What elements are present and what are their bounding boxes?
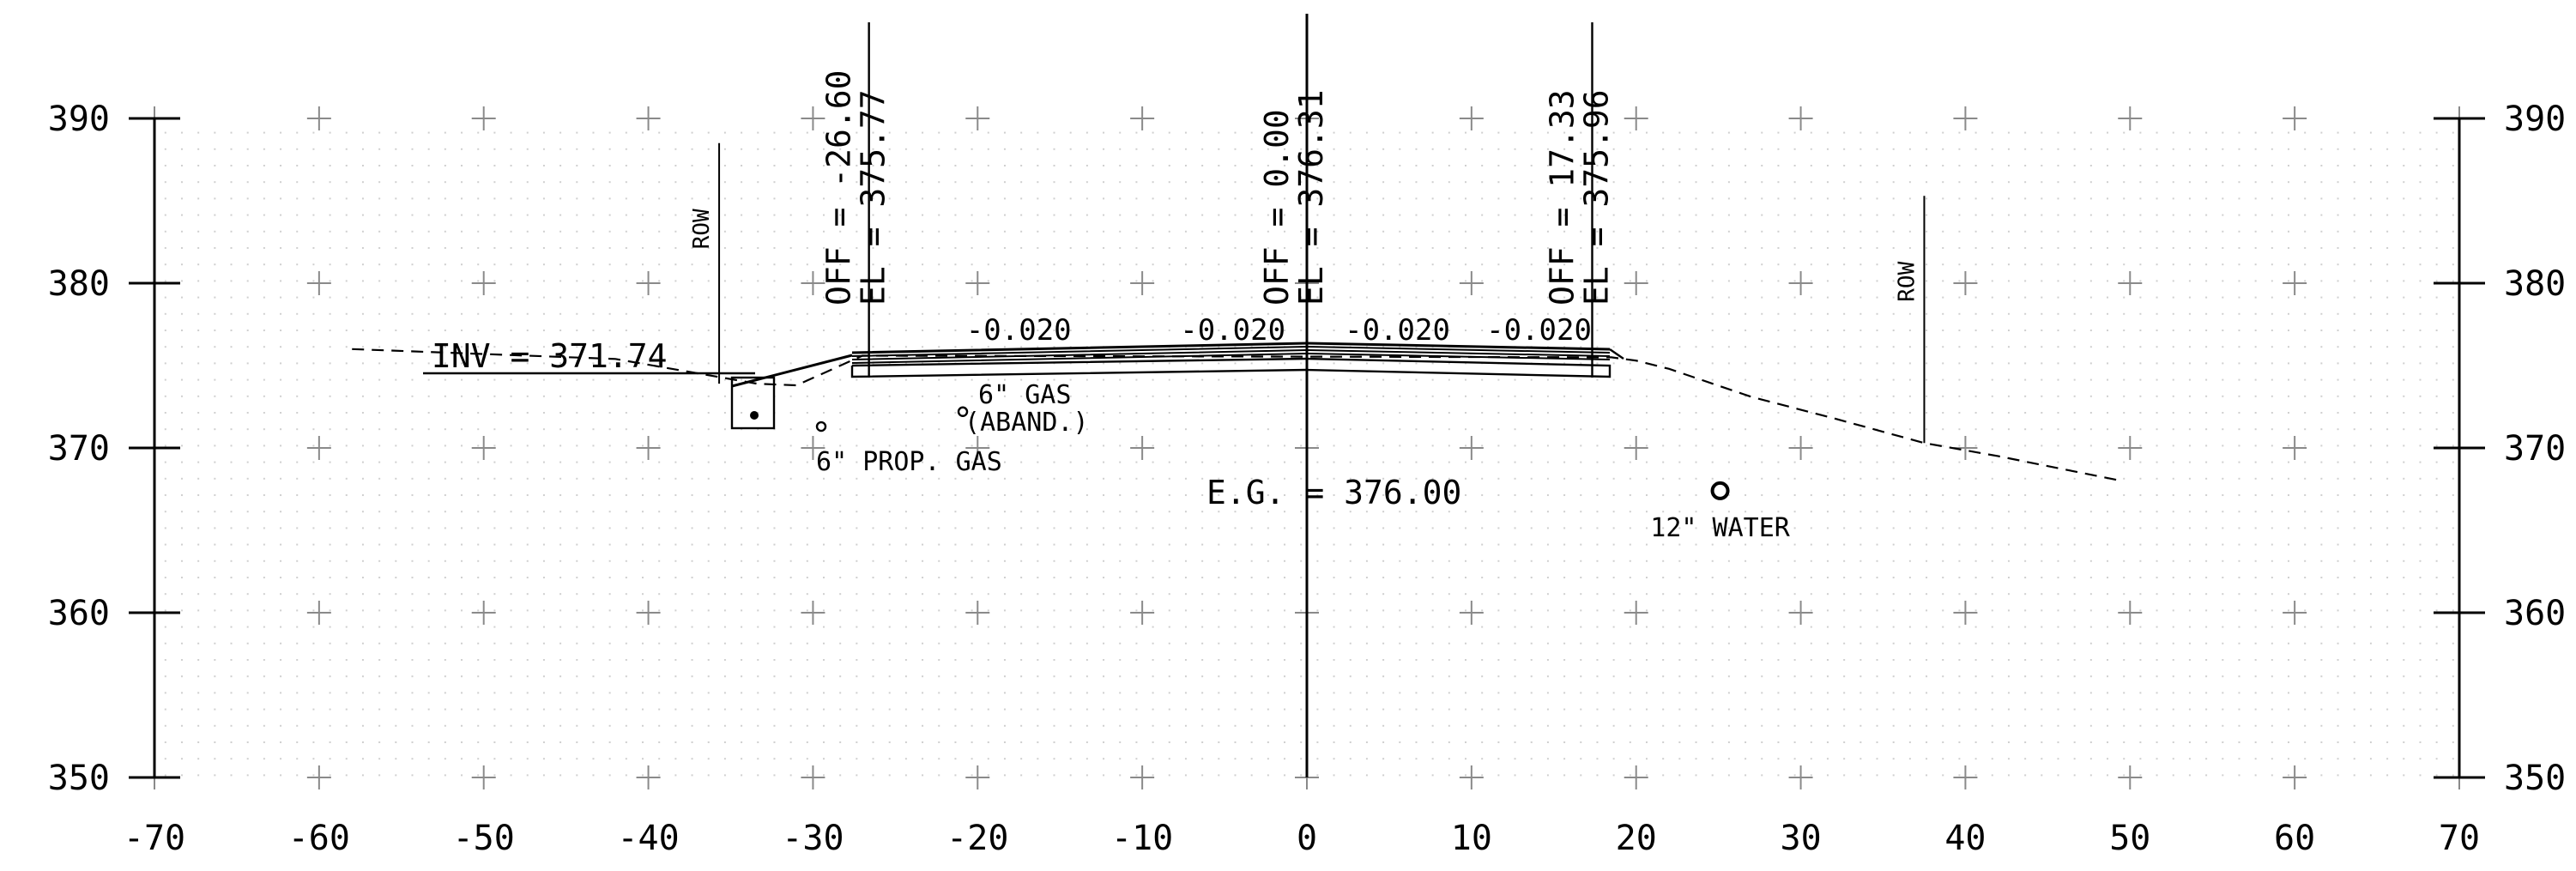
utilities: 6" GAS(ABAND.) 6" PROP. GAS 12" WATER [815,380,1791,543]
x-tick-label: 20 [1616,819,1657,858]
gas-label: 6" GAS [978,380,1071,410]
y-tick-label-right: 370 [2504,429,2566,469]
y-tick-label-left: 370 [48,429,110,469]
cross-slope-label: -0.020 [1345,313,1450,348]
x-tick-label: 10 [1451,819,1492,858]
y-tick-labels-right: 390 380 370 360 350 [2504,100,2566,798]
y-tick-label-right: 360 [2504,594,2566,633]
x-tick-label: -60 [288,819,350,858]
left-side-slope [731,354,853,388]
x-tick-label: -30 [782,819,844,858]
inv-label: INV = 371.74 [432,337,668,375]
x-tick-label: 30 [1780,819,1821,858]
x-tick-label: 50 [2109,819,2150,858]
elevation-label: EL = 375.96 [1577,89,1615,305]
existing-ground-line [352,348,2122,482]
ditch-box [730,376,776,430]
gas-pipe-marker [957,406,969,417]
x-tick-label: 40 [1944,819,1986,858]
x-tick-label: 60 [2274,819,2315,858]
pavement-course-3 [851,352,1611,364]
inv-point-marker [750,411,759,420]
offset-label: OFF = 0.00 [1258,109,1296,305]
y-tick-label-right: 350 [2504,759,2566,798]
proposed-gas-marker [815,420,827,432]
row-label: ROW [1894,261,1920,301]
y-tick-label-left: 380 [48,264,110,304]
y-tick-label-left: 390 [48,100,110,139]
eg-label: E.G. = 376.00 [1206,474,1461,511]
x-tick-label: -20 [946,819,1008,858]
proposed-gas-label: 6" PROP. GAS [816,447,1002,477]
cross-slope-label: -0.020 [1486,313,1592,348]
existing-grade-annotation: E.G. = 376.00 [1206,474,1461,511]
x-tick-labels: -70 -60 -50 -40 -30 -20 -10 0 10 20 30 40 50 60 70 [124,819,2480,858]
water-main-marker [1710,481,1730,500]
row-label: ROW [689,209,715,249]
pavement-section [731,342,1624,388]
pavement-top-surface [851,342,1611,354]
elevation-label: EL = 376.31 [1292,89,1330,305]
right-curb-tie [1609,348,1624,360]
x-tick-label: -40 [617,819,679,858]
x-tick-label: -70 [124,819,185,858]
cross-slope-label: -0.020 [1180,313,1285,348]
x-tick-label: -50 [453,819,515,858]
axes [153,14,2461,777]
right-of-way-lines: ROW ROW [689,142,1926,444]
cross-slope-label: -0.020 [966,313,1072,348]
offset-label: OFF = -26.60 [820,70,858,305]
y-tick-label-left: 350 [48,759,110,798]
gas-label-abandoned: (ABAND.) [964,408,1089,438]
pavement-course-2 [851,348,1611,360]
x-tick-label: -10 [1111,819,1173,858]
ditch-structure: INV = 371.74 [423,337,776,430]
y-tick-labels-left: 390 380 370 360 350 [48,100,110,798]
y-tick-label-right: 380 [2504,264,2566,304]
x-tick-label: 0 [1297,819,1317,858]
y-tick-label-left: 360 [48,594,110,633]
x-tick-label: 70 [2439,819,2480,858]
cross-slope-labels: -0.020 -0.020 -0.020 -0.020 [966,313,1592,348]
pavement-base-course [850,357,1612,378]
offset-label: OFF = 17.33 [1543,89,1581,305]
pavement-course-1 [851,345,1611,357]
elevation-label: EL = 375.77 [855,89,892,305]
water-label: 12" WATER [1650,513,1790,543]
y-tick-label-right: 390 [2504,100,2566,139]
